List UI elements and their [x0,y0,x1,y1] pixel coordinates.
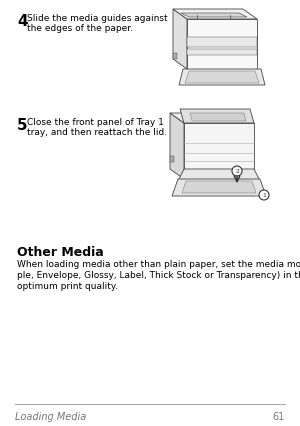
Polygon shape [182,181,256,193]
Polygon shape [184,124,254,177]
Polygon shape [173,10,257,20]
Text: Close the front panel of Tray 1: Close the front panel of Tray 1 [27,118,164,127]
Text: 61: 61 [273,411,285,421]
Polygon shape [187,50,257,56]
Polygon shape [172,180,266,196]
Text: When loading media other than plain paper, set the media mode (for exam-: When loading media other than plain pape… [17,259,300,268]
Polygon shape [181,14,247,18]
Polygon shape [187,70,257,76]
Text: Loading Media: Loading Media [15,411,86,421]
Text: 4: 4 [17,14,28,29]
Text: 2: 2 [235,169,239,174]
Text: 5: 5 [17,118,28,132]
Polygon shape [187,20,257,70]
Polygon shape [190,114,246,122]
Text: optimum print quality.: optimum print quality. [17,281,118,290]
Text: the edges of the paper.: the edges of the paper. [27,24,133,33]
Text: ple, Envelope, Glossy, Label, Thick Stock or Transparency) in the driver for: ple, Envelope, Glossy, Label, Thick Stoc… [17,271,300,279]
Bar [170,157,174,163]
Text: Other Media: Other Media [17,245,104,259]
Circle shape [259,190,269,201]
Polygon shape [178,170,260,181]
Polygon shape [180,110,254,124]
Polygon shape [187,38,257,48]
Text: Slide the media guides against: Slide the media guides against [27,14,168,23]
Polygon shape [170,114,254,124]
Polygon shape [170,114,184,180]
Polygon shape [179,70,265,86]
Polygon shape [173,10,187,70]
Polygon shape [185,72,259,84]
Bar [173,54,177,60]
Text: tray, and then reattach the lid.: tray, and then reattach the lid. [27,128,167,137]
Text: 1: 1 [262,193,266,198]
Circle shape [232,167,242,177]
